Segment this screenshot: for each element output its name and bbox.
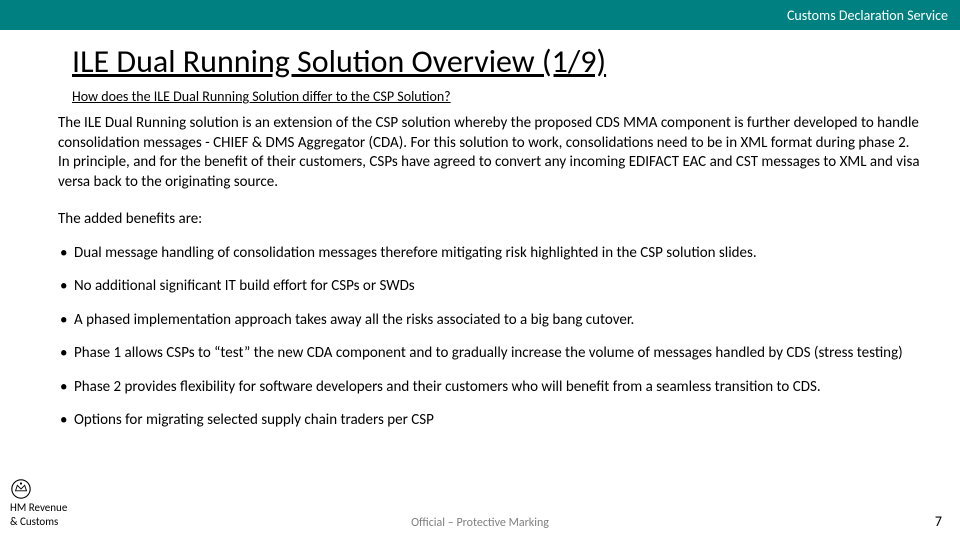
list-item: Dual message handling of consolidation m… (58, 244, 920, 264)
header-service-name: Customs Declaration Service (787, 7, 948, 24)
list-item: A phased implementation approach takes a… (58, 311, 920, 331)
page-title: ILE Dual Running Solution Overview (1/9) (72, 42, 606, 81)
intro-paragraph: The ILE Dual Running solution is an exte… (58, 114, 920, 192)
page-number: 7 (935, 513, 942, 530)
benefits-label: The added benefits are: (58, 210, 920, 230)
org-name-line2: & Customs (10, 516, 58, 528)
list-item: No additional significant IT build effor… (58, 277, 920, 297)
list-item: Phase 1 allows CSPs to “test” the new CD… (58, 344, 920, 364)
benefits-list: Dual message handling of consolidation m… (58, 244, 920, 431)
list-item: Phase 2 provides flexibility for softwar… (58, 378, 920, 398)
crown-icon (10, 478, 32, 500)
slide: Customs Declaration Service ILE Dual Run… (0, 0, 960, 540)
footer-marking: Official – Protective Marking (411, 516, 549, 530)
body-content: The ILE Dual Running solution is an exte… (58, 114, 920, 445)
list-item: Options for migrating selected supply ch… (58, 411, 920, 431)
org-logo: HM Revenue & Customs (10, 478, 67, 528)
page-subtitle: How does the ILE Dual Running Solution d… (72, 88, 451, 105)
header-bar: Customs Declaration Service (0, 0, 960, 30)
org-name-line1: HM Revenue (10, 502, 67, 514)
